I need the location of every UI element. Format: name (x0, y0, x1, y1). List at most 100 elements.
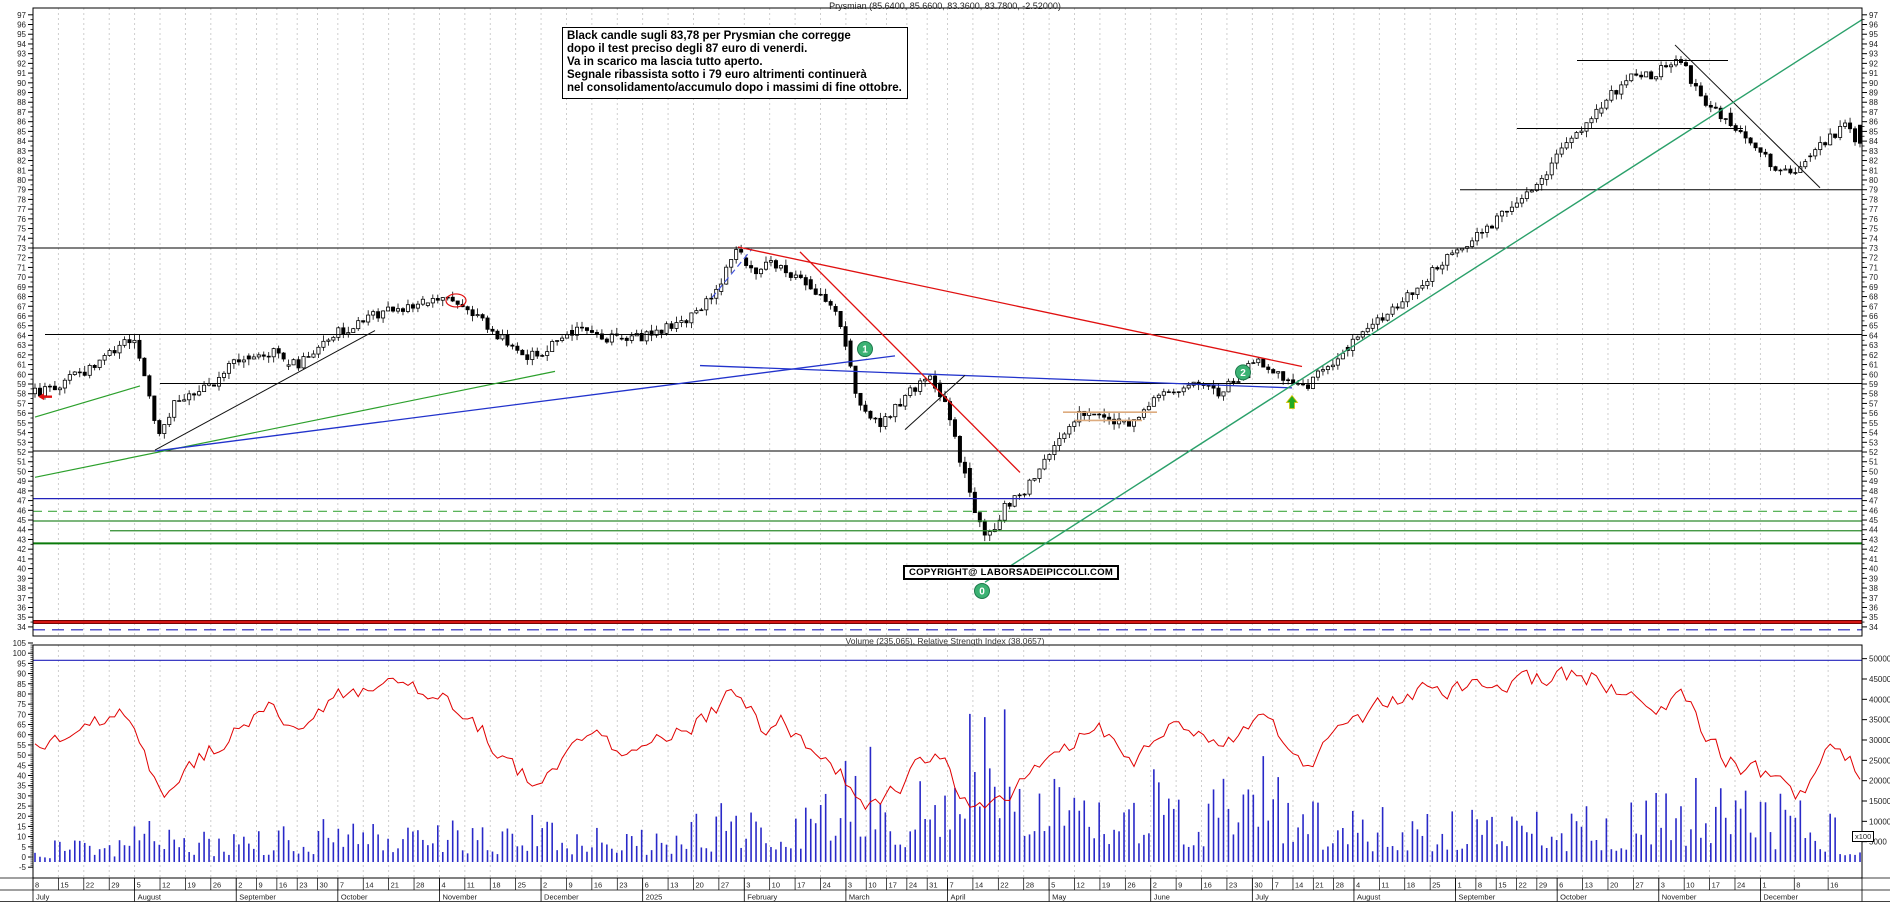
trendline (1674, 44, 1821, 189)
month-label: June (1154, 893, 1170, 902)
svg-text:80: 80 (17, 176, 26, 185)
svg-text:90: 90 (17, 670, 26, 679)
trendline (154, 330, 376, 451)
svg-text:53: 53 (17, 438, 26, 447)
svg-text:66: 66 (17, 312, 26, 321)
svg-text:55: 55 (1869, 419, 1878, 428)
week-day-label: 25 (518, 881, 526, 890)
svg-text:50: 50 (17, 751, 26, 760)
week-day-label: 10 (772, 881, 780, 890)
month-label: February (747, 893, 777, 902)
svg-text:73: 73 (1869, 244, 1878, 253)
svg-text:55: 55 (17, 741, 26, 750)
svg-text:76: 76 (1869, 215, 1878, 224)
volume-unit-label: x100 (1852, 831, 1875, 842)
svg-text:45000: 45000 (1869, 675, 1890, 684)
trendline (799, 251, 1021, 473)
week-day-label: 11 (467, 881, 475, 890)
note-line: Segnale ribassista sotto i 79 euro altri… (567, 69, 867, 81)
month-label: September (239, 893, 276, 902)
svg-text:91: 91 (17, 69, 26, 78)
svg-text:15000: 15000 (1869, 797, 1890, 806)
svg-text:40000: 40000 (1869, 695, 1890, 704)
trendline (699, 364, 1293, 389)
candlestick-series (33, 55, 1863, 542)
week-day-label: 8 (1478, 881, 1482, 890)
svg-text:10: 10 (17, 833, 26, 842)
week-day-label: 2 (543, 881, 547, 890)
svg-text:65: 65 (1869, 322, 1878, 331)
note-line: nel consolidamento/accumulo dopo i massi… (567, 82, 902, 94)
lower-panel-title: Volume (235,065), Relative Strength Inde… (845, 636, 1045, 646)
svg-text:30: 30 (17, 792, 26, 801)
svg-text:20: 20 (17, 812, 26, 821)
svg-text:87: 87 (17, 108, 26, 117)
svg-text:83: 83 (1869, 147, 1878, 156)
svg-text:84: 84 (1869, 137, 1878, 146)
svg-text:71: 71 (1869, 263, 1878, 272)
green-up-arrow (1285, 394, 1299, 409)
svg-text:94: 94 (1869, 40, 1878, 49)
week-day-label: 22 (86, 881, 94, 890)
svg-text:91: 91 (1869, 69, 1878, 78)
week-day-label: 8 (1796, 881, 1800, 890)
month-label: November (442, 893, 477, 902)
svg-text:73: 73 (17, 244, 26, 253)
svg-text:62: 62 (1869, 351, 1878, 360)
svg-text:88: 88 (1869, 98, 1878, 107)
week-day-label: 29 (1539, 881, 1547, 890)
svg-text:37: 37 (17, 594, 26, 603)
svg-text:20000: 20000 (1869, 777, 1890, 786)
svg-text:48: 48 (1869, 487, 1878, 496)
week-day-label: 15 (60, 881, 68, 890)
week-day-label: 31 (929, 881, 937, 890)
trendline (711, 248, 753, 298)
svg-text:75: 75 (17, 225, 26, 234)
month-label: November (1662, 893, 1697, 902)
week-day-label: 28 (1336, 881, 1344, 890)
chart-title: Prysmian (85.6400, 85.6600, 83.3600, 83.… (829, 1, 1061, 11)
week-day-label: 3 (848, 881, 852, 890)
svg-text:62: 62 (17, 351, 26, 360)
week-day-label: 30 (320, 881, 328, 890)
copyright-watermark: COPYRIGHT@ LABORSADEIPICCOLI.COM (903, 565, 1120, 580)
svg-text:75: 75 (17, 700, 26, 709)
week-day-label: 17 (889, 881, 897, 890)
svg-text:69: 69 (1869, 283, 1878, 292)
svg-text:47: 47 (1869, 497, 1878, 506)
svg-text:100: 100 (13, 649, 27, 658)
svg-text:65: 65 (17, 322, 26, 331)
svg-text:53: 53 (1869, 438, 1878, 447)
week-day-label: 30 (1254, 881, 1262, 890)
month-label: October (341, 893, 368, 902)
svg-text:48: 48 (17, 487, 26, 496)
week-day-label: 28 (416, 881, 424, 890)
circled-number-marker (974, 582, 990, 599)
red-left-arrow (38, 393, 52, 401)
week-day-label: 12 (1077, 881, 1085, 890)
svg-text:40: 40 (17, 565, 26, 574)
week-day-label: 22 (1519, 881, 1527, 890)
week-day-label: 18 (1407, 881, 1415, 890)
svg-text:39: 39 (17, 574, 26, 583)
svg-text:61: 61 (1869, 361, 1878, 370)
svg-text:52: 52 (1869, 448, 1878, 457)
month-label: December (544, 893, 579, 902)
svg-text:85: 85 (17, 127, 26, 136)
week-day-label: 23 (1229, 881, 1237, 890)
svg-text:60: 60 (1869, 370, 1878, 379)
svg-text:39: 39 (1869, 574, 1878, 583)
svg-text:63: 63 (1869, 341, 1878, 350)
trendline (984, 19, 1863, 583)
svg-text:57: 57 (17, 399, 26, 408)
svg-text:46: 46 (17, 506, 26, 515)
svg-text:58: 58 (17, 390, 26, 399)
week-day-label: 22 (1000, 881, 1008, 890)
week-day-label: 26 (213, 881, 221, 890)
svg-text:97: 97 (17, 11, 26, 20)
week-day-label: 23 (299, 881, 307, 890)
week-day-label: 19 (187, 881, 195, 890)
svg-text:45: 45 (17, 761, 26, 770)
svg-text:60: 60 (17, 731, 26, 740)
